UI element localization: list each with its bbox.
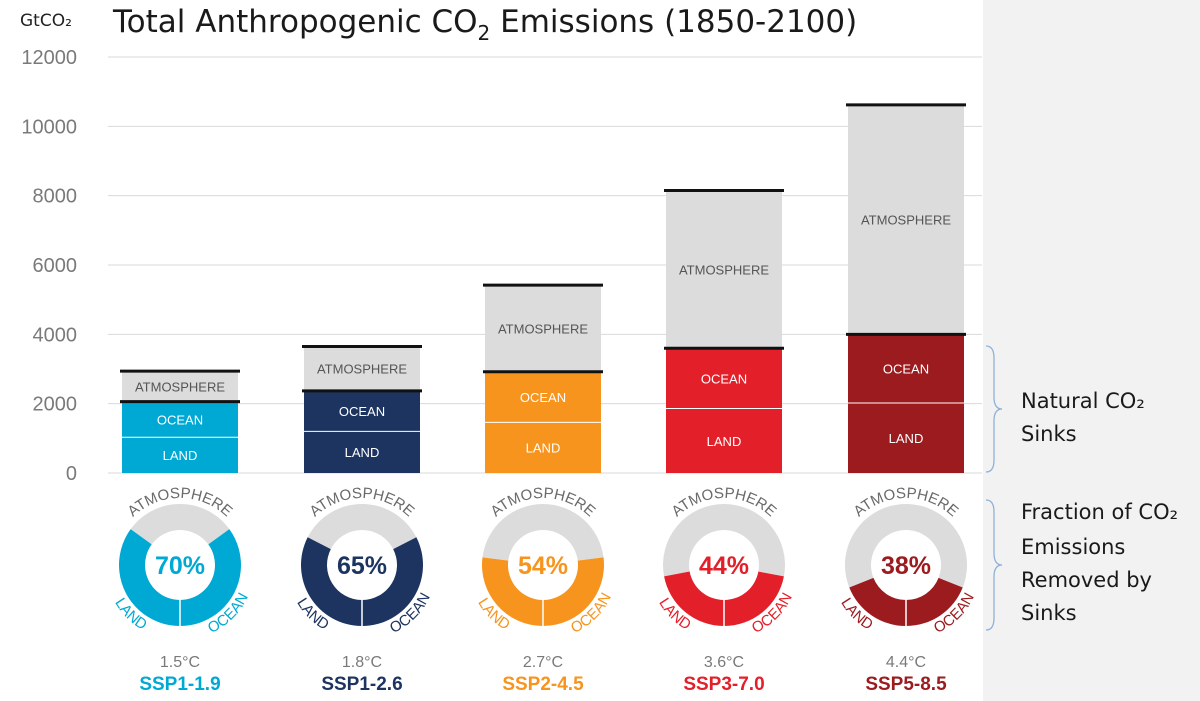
scenario-name: SSP1-1.9	[139, 674, 220, 695]
y-unit-label: GtCO₂	[20, 11, 72, 31]
natural-sinks-line-1: Natural CO₂	[1021, 389, 1145, 413]
donut-atmosphere-arc	[130, 503, 230, 545]
bar-atmosphere-segment	[666, 190, 782, 349]
donut-atmosphere-arc	[845, 504, 967, 588]
atmosphere-label: ATMOSPHERE	[679, 262, 769, 277]
y-tick-label: 2000	[33, 394, 78, 416]
donut-atmosphere-arc	[663, 503, 785, 577]
atmosphere-label: ATMOSPHERE	[498, 321, 588, 336]
ocean-label: OCEAN	[883, 362, 929, 377]
scenario-name: SSP1-2.6	[321, 674, 402, 695]
ocean-label: OCEAN	[520, 390, 566, 405]
bar-land-segment	[485, 422, 601, 473]
scenario-temperature: 3.6°C	[704, 654, 744, 671]
fraction-removed-annotation: Fraction of CO₂ Emissions Removed by Sin…	[985, 499, 1178, 631]
scenario-temperature: 1.5°C	[160, 654, 200, 671]
annotation-panel	[983, 0, 1200, 701]
land-label: LAND	[526, 441, 561, 456]
atmosphere-label: ATMOSPHERE	[861, 213, 951, 228]
bar-ocean-segment	[122, 401, 238, 438]
y-tick-label: 8000	[33, 186, 78, 208]
bar-atmosphere-segment	[122, 371, 238, 402]
scenario-temperature: 4.4°C	[886, 654, 926, 671]
bar-land-segment	[666, 408, 782, 473]
natural-sinks-line-2: Sinks	[1021, 422, 1077, 446]
ocean-label: OCEAN	[157, 412, 203, 427]
donut-sink-arc	[301, 537, 423, 626]
scenario-temperature: 1.8°C	[342, 654, 382, 671]
y-tick-label: 0	[66, 463, 77, 485]
fraction-removed-line-2: Emissions	[1021, 535, 1125, 559]
bar-atmosphere-segment	[485, 285, 601, 372]
bar-atmosphere-segment	[848, 104, 964, 335]
fraction-removed-line-1: Fraction of CO₂	[1021, 500, 1178, 524]
fraction-removed-line-4: Sinks	[1021, 601, 1077, 625]
ocean-label: OCEAN	[339, 404, 385, 419]
sink-fraction-percent: 65%	[337, 552, 387, 580]
y-tick-label: 12000	[21, 47, 77, 69]
fraction-removed-line-3: Removed by	[1021, 568, 1152, 592]
donut-sink-arc	[118, 529, 241, 626]
y-axis-ticks: 0 2000 4000 6000 8000 10000 12000	[21, 47, 77, 485]
y-tick-label: 4000	[33, 324, 78, 346]
land-label: LAND	[889, 431, 924, 446]
donut-sink-arc	[482, 557, 604, 627]
land-label: LAND	[707, 434, 742, 449]
bar-ocean-segment	[304, 390, 420, 432]
y-tick-label: 10000	[21, 116, 77, 138]
donut-atmosphere-arc	[482, 504, 604, 561]
atmosphere-label: ATMOSPHERE	[135, 379, 225, 394]
scenario-name: SSP2-4.5	[502, 674, 584, 695]
sink-fraction-percent: 54%	[518, 552, 568, 580]
natural-sinks-bracket	[985, 345, 1003, 473]
scenario-temperature: 2.7°C	[523, 654, 563, 671]
chart-title: Total Anthropogenic CO2 Emissions (1850-…	[112, 4, 857, 45]
sink-fraction-percent: 44%	[699, 552, 749, 580]
stacked-bars: LAND OCEAN ATMOSPHERE LAND OCEAN ATMOSPHERE LA…	[120, 103, 966, 473]
bar-ocean-segment	[666, 348, 782, 409]
scenario-name: SSP3-7.0	[683, 674, 764, 695]
fraction-removed-bracket	[985, 499, 1003, 631]
ocean-label: OCEAN	[701, 371, 747, 386]
bar-land-segment	[304, 431, 420, 473]
bar-land-segment	[848, 402, 964, 473]
donut-sink-arc	[664, 571, 784, 626]
atmosphere-label: ATMOSPHERE	[317, 362, 407, 377]
land-label: LAND	[163, 448, 198, 463]
bar-atmosphere-segment	[304, 346, 420, 391]
natural-sinks-annotation: Natural CO₂ Sinks	[985, 345, 1145, 473]
bar-land-segment	[122, 437, 238, 473]
scenario-name: SSP5-8.5	[865, 674, 947, 695]
donut-atmosphere-arc	[307, 503, 417, 550]
land-label: LAND	[345, 445, 380, 460]
y-tick-label: 6000	[33, 255, 78, 277]
bar-ocean-segment	[848, 334, 964, 403]
sink-fraction-percent: 70%	[155, 552, 205, 580]
sink-fraction-percent: 38%	[881, 552, 931, 580]
bar-ocean-segment	[485, 371, 601, 423]
